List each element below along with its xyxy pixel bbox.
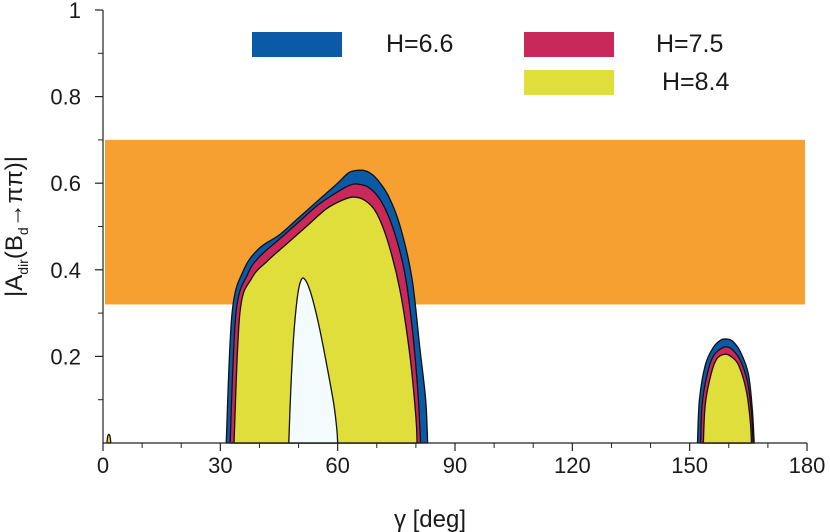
x-tick-label: 60 — [325, 453, 349, 478]
region-series-2-1 — [702, 353, 753, 444]
y-axis-label-sub1: dir — [15, 259, 31, 275]
legend-swatch — [524, 70, 614, 95]
y-axis-label-post: →ππ)| — [1, 156, 28, 227]
y-tick-label: 0.8 — [50, 85, 81, 110]
y-axis-label-mid: (B — [1, 235, 28, 259]
y-axis-label-pre: |A — [1, 275, 28, 297]
region-series-2-0 — [233, 196, 418, 444]
orange-band — [105, 139, 805, 305]
series-layer — [106, 169, 755, 444]
legend: H=6.6 H=7.5 H=8.4 — [252, 30, 730, 96]
legend-label: H=6.6 — [386, 30, 453, 58]
y-tick-label: 0.6 — [50, 171, 81, 196]
legend-label: H=8.4 — [662, 68, 730, 96]
legend-swatch — [524, 32, 614, 57]
y-tick-label: 1 — [69, 0, 81, 23]
x-tick-label: 0 — [97, 453, 109, 478]
y-tick-label: 0.2 — [50, 344, 81, 369]
x-axis-label: γ [deg] — [394, 506, 466, 532]
region-series-2-2 — [106, 433, 112, 444]
x-tick-label: 30 — [208, 453, 232, 478]
y-tick-label: 0.4 — [50, 258, 81, 283]
legend-swatch — [252, 32, 342, 57]
x-tick-label: 180 — [789, 453, 826, 478]
x-tick-label: 90 — [443, 453, 467, 478]
orange-band-layer — [105, 139, 805, 305]
x-tick-label: 120 — [554, 453, 591, 478]
legend-label: H=7.5 — [656, 30, 723, 58]
y-axis-label-sub2: d — [15, 227, 31, 235]
x-tick-label: 150 — [671, 453, 708, 478]
axes-layer: 0 30 60 90 120 150 180 0.2 0.4 0.6 0.8 1 — [50, 0, 825, 478]
hole-region-0 — [288, 277, 339, 444]
y-axis-label: |Adir(Bd→ππ)| — [1, 156, 31, 297]
